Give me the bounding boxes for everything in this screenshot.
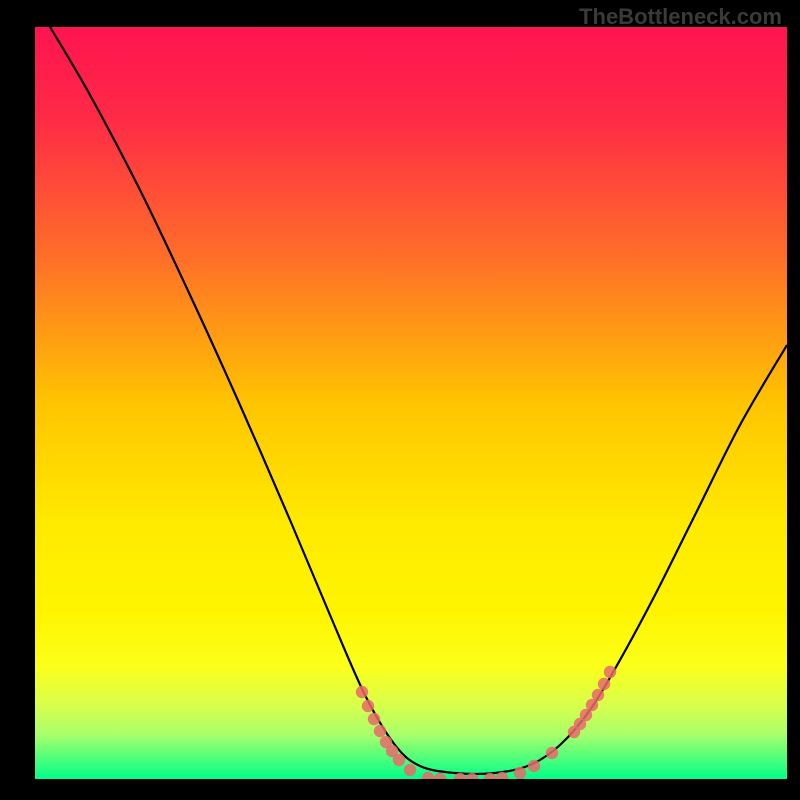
dot (362, 700, 374, 712)
dot (434, 773, 446, 785)
watermark-text: TheBottleneck.com (579, 4, 782, 30)
dot (598, 678, 610, 690)
dot (484, 773, 496, 785)
dot (466, 773, 478, 785)
dot (404, 764, 416, 776)
gradient-background (35, 27, 787, 779)
dot (454, 773, 466, 785)
dot (546, 747, 558, 759)
dot (496, 772, 508, 784)
bottleneck-chart (0, 0, 800, 800)
dot (422, 772, 434, 784)
dot (604, 666, 616, 678)
dot (528, 760, 540, 772)
dot (356, 686, 368, 698)
dot (368, 713, 380, 725)
dot (393, 754, 405, 766)
dot (374, 725, 386, 737)
dot (514, 767, 526, 779)
dot (592, 689, 604, 701)
